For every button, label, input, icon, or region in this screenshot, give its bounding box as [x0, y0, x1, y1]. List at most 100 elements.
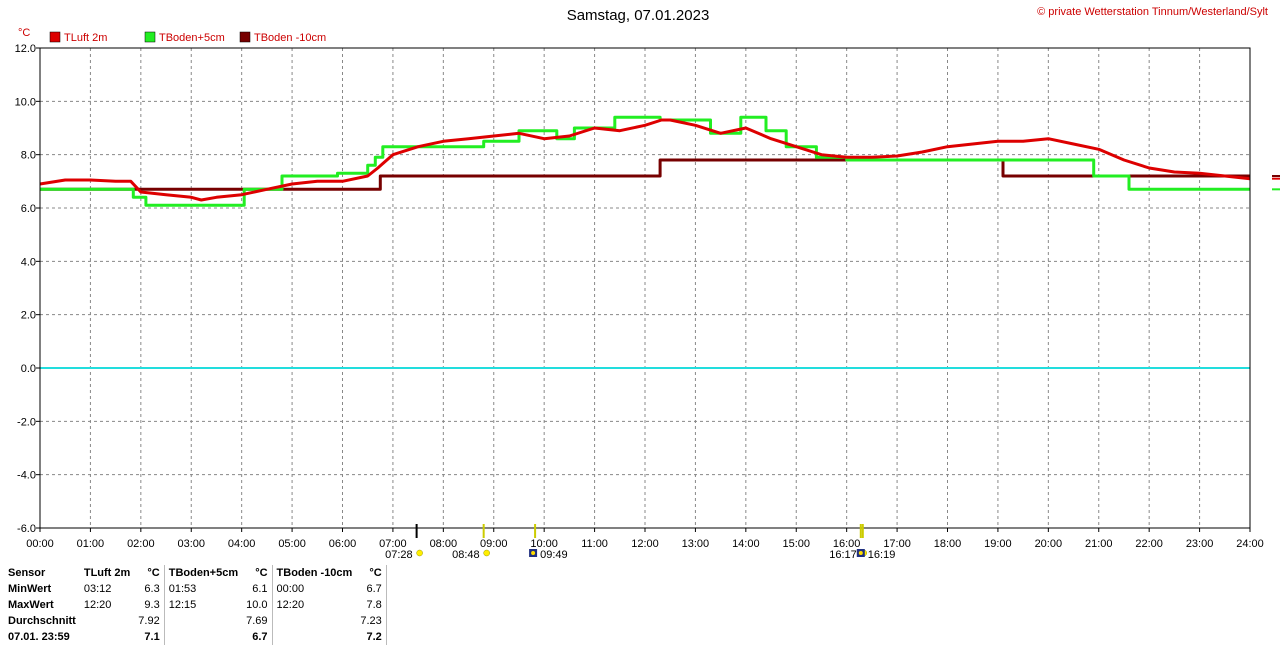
y-tick-label: 10.0 — [15, 96, 36, 108]
x-tick-label: 03:00 — [177, 538, 205, 550]
stats-time: 12:20 — [83, 599, 112, 611]
stats-value: 6.7 — [356, 581, 387, 597]
legend: TLuft 2m TBoden+5cm TBoden -10cm — [49, 31, 326, 44]
event-time: 07:28 — [385, 549, 413, 561]
stats-time: 00:00 — [276, 583, 305, 595]
legend-label-tboden5: TBoden+5cm — [159, 32, 225, 44]
legend-swatch-tluft — [49, 31, 61, 43]
stats-header-sensor: Sensor — [8, 567, 46, 579]
event-time: 16:17 — [829, 549, 857, 561]
x-tick-label: 13:00 — [682, 538, 710, 550]
stats-row-avg: Durchschnitt 7.92 7.69 7.23 — [4, 613, 387, 629]
stats-value: 7.1 — [134, 629, 165, 645]
x-tick-label: 19:00 — [984, 538, 1012, 550]
copyright-notice: © private Wetterstation Tinnum/Westerlan… — [1037, 6, 1268, 18]
stats-row-current: 07.01. 23:59 7.1 6.7 7.2 — [4, 629, 387, 645]
y-tick-label: 12.0 — [15, 43, 36, 55]
y-tick-label: 2.0 — [21, 310, 36, 322]
stats-header-row: Sensor TLuft 2m °C TBoden+5cm °C TBoden … — [4, 565, 387, 581]
x-tick-label: 01:00 — [77, 538, 105, 550]
statistics-table: Sensor TLuft 2m °C TBoden+5cm °C TBoden … — [4, 565, 387, 645]
stats-header-tluft: TLuft 2m — [83, 567, 131, 579]
stats-time — [80, 613, 134, 629]
plot-frame — [39, 47, 1251, 529]
stats-time: 01:53 — [168, 583, 197, 595]
stats-label: MinWert — [8, 583, 52, 595]
stats-time: 12:20 — [276, 599, 305, 611]
stats-header-tboden5: TBoden+5cm — [168, 567, 239, 579]
stats-time — [164, 613, 242, 629]
stats-time — [80, 629, 134, 645]
x-tick-label: 21:00 — [1085, 538, 1113, 550]
stats-time — [164, 629, 242, 645]
x-tick-label: 00:00 — [26, 538, 54, 550]
x-tick-label: 08:00 — [430, 538, 458, 550]
legend-label-tboden10: TBoden -10cm — [254, 32, 326, 44]
x-tick-label: 05:00 — [278, 538, 306, 550]
stats-header-unit: °C — [134, 565, 165, 581]
stats-value: 9.3 — [134, 597, 165, 613]
sun-icon — [483, 549, 490, 557]
y-tick-label: 4.0 — [21, 256, 36, 268]
x-tick-label: 17:00 — [883, 538, 911, 550]
legend-label-tluft: TLuft 2m — [64, 32, 107, 44]
stats-value: 10.0 — [242, 597, 273, 613]
sun-icon — [416, 549, 423, 557]
x-tick-label: 10:00 — [530, 538, 558, 550]
stats-value: 6.1 — [242, 581, 273, 597]
x-tick-label: 12:00 — [631, 538, 659, 550]
stats-label: 07.01. 23:59 — [8, 631, 70, 643]
stats-header-unit: °C — [356, 565, 387, 581]
x-tick-label: 02:00 — [127, 538, 155, 550]
x-tick-label: 14:00 — [732, 538, 760, 550]
y-tick-label: -4.0 — [17, 470, 36, 482]
stats-label: MaxWert — [8, 599, 54, 611]
x-tick-label: 24:00 — [1236, 538, 1264, 550]
x-tick-label: 11:00 — [581, 538, 608, 550]
y-tick-label: 6.0 — [21, 203, 36, 215]
x-tick-label: 16:00 — [833, 538, 861, 550]
stats-value: 7.69 — [242, 613, 273, 629]
stats-value: 7.23 — [356, 613, 387, 629]
stats-value: 7.92 — [134, 613, 165, 629]
x-tick-label: 23:00 — [1186, 538, 1214, 550]
y-tick-label: 0.0 — [21, 363, 36, 375]
x-tick-label: 22:00 — [1135, 538, 1163, 550]
x-tick-label: 18:00 — [934, 538, 962, 550]
series — [39, 115, 1251, 207]
x-tick-label: 04:00 — [228, 538, 256, 550]
series-line-3 — [40, 158, 1250, 191]
events: 07:28 08:48 09:49 16:17 16:19 — [385, 524, 895, 561]
stats-time — [272, 629, 356, 645]
stats-time: 03:12 — [83, 583, 112, 595]
stats-value: 7.8 — [356, 597, 387, 613]
y-axis-unit: °C — [18, 27, 30, 39]
stats-time: 12:15 — [168, 599, 197, 611]
grid — [40, 48, 1250, 528]
right-edge-markers — [1272, 175, 1280, 191]
y-axis-ticks: 12.0 10.0 8.0 6.0 4.0 2.0 0.0 -2.0 -4.0 -6.0 — [15, 43, 40, 535]
event-time: 09:49 — [540, 549, 568, 561]
stats-header-tboden10: TBoden -10cm — [276, 567, 353, 579]
event-time: 08:48 — [452, 549, 480, 561]
y-tick-label: 8.0 — [21, 150, 36, 162]
stats-header-unit: °C — [242, 565, 273, 581]
legend-swatch-tboden5 — [144, 31, 156, 43]
x-tick-label: 09:00 — [480, 538, 508, 550]
chart-title: Samstag, 07.01.2023 — [567, 7, 710, 24]
x-tick-label: 07:00 — [379, 538, 407, 550]
legend-swatch-tboden10 — [239, 31, 251, 43]
x-tick-label: 06:00 — [329, 538, 357, 550]
y-tick-label: -6.0 — [17, 523, 36, 535]
weather-icon — [858, 551, 863, 555]
y-tick-label: -2.0 — [17, 416, 36, 428]
stats-label: Durchschnitt — [8, 615, 76, 627]
stats-row-min: MinWert 03:12 6.3 01:53 6.1 00:00 6.7 — [4, 581, 387, 597]
stats-value: 7.2 — [356, 629, 387, 645]
event-time: 16:19 — [868, 549, 896, 561]
x-tick-label: 20:00 — [1035, 538, 1063, 550]
x-tick-label: 15:00 — [782, 538, 810, 550]
stats-time — [272, 613, 356, 629]
stats-value: 6.7 — [242, 629, 273, 645]
